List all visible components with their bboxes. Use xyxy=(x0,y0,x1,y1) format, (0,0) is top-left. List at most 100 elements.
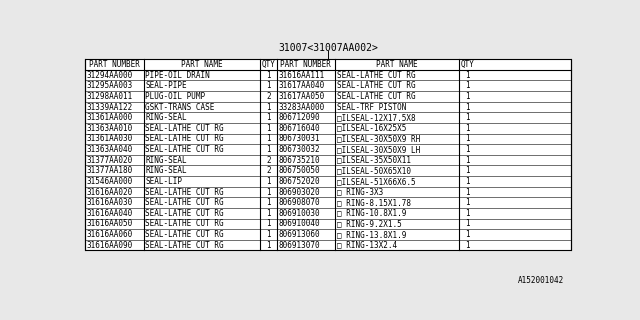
Text: 1: 1 xyxy=(465,134,470,143)
Text: □ RING-9.2X1.5: □ RING-9.2X1.5 xyxy=(337,220,401,228)
Text: SEAL-LATHE CUT RG: SEAL-LATHE CUT RG xyxy=(145,188,224,196)
Text: 806735210: 806735210 xyxy=(278,156,320,164)
Text: □ILSEAL-12X17.5X8: □ILSEAL-12X17.5X8 xyxy=(337,113,415,122)
Text: 31339AA122: 31339AA122 xyxy=(87,102,133,111)
Text: 1: 1 xyxy=(465,124,470,133)
Text: □ILSEAL-16X25X5: □ILSEAL-16X25X5 xyxy=(337,124,406,133)
Text: 806913060: 806913060 xyxy=(278,230,320,239)
Text: 806730032: 806730032 xyxy=(278,145,320,154)
Text: □ RING-8.15X1.78: □ RING-8.15X1.78 xyxy=(337,198,410,207)
Text: 1: 1 xyxy=(266,113,271,122)
Text: QTY: QTY xyxy=(461,60,474,69)
Text: 31361AA000: 31361AA000 xyxy=(87,113,133,122)
Text: SEAL-TRF PISTON: SEAL-TRF PISTON xyxy=(337,102,406,111)
Text: 31616AA060: 31616AA060 xyxy=(87,230,133,239)
Text: 2: 2 xyxy=(266,92,271,101)
Text: 31377AA020: 31377AA020 xyxy=(87,156,133,164)
Text: SEAL-LATHE CUT RG: SEAL-LATHE CUT RG xyxy=(337,71,415,80)
Text: PART NUMBER: PART NUMBER xyxy=(89,60,140,69)
Text: 31007<31007AA002>: 31007<31007AA002> xyxy=(278,43,378,52)
Text: 31546AA000: 31546AA000 xyxy=(87,177,133,186)
Text: □ILSEAL-30X50X9 LH: □ILSEAL-30X50X9 LH xyxy=(337,145,420,154)
Text: □ RING-3X3: □ RING-3X3 xyxy=(337,188,383,196)
Text: 1: 1 xyxy=(465,102,470,111)
Text: SEAL-LATHE CUT RG: SEAL-LATHE CUT RG xyxy=(145,241,224,250)
Text: 806712090: 806712090 xyxy=(278,113,320,122)
Text: 31363AA010: 31363AA010 xyxy=(87,124,133,133)
Text: 1: 1 xyxy=(465,71,470,80)
Text: 1: 1 xyxy=(465,198,470,207)
Text: 806903020: 806903020 xyxy=(278,188,320,196)
Text: SEAL-LIP: SEAL-LIP xyxy=(145,177,182,186)
Text: GSKT-TRANS CASE: GSKT-TRANS CASE xyxy=(145,102,214,111)
Text: 1: 1 xyxy=(266,177,271,186)
Text: 1: 1 xyxy=(266,198,271,207)
Text: SEAL-LATHE CUT RG: SEAL-LATHE CUT RG xyxy=(145,230,224,239)
Text: SEAL-LATHE CUT RG: SEAL-LATHE CUT RG xyxy=(145,220,224,228)
Text: 31377AA180: 31377AA180 xyxy=(87,166,133,175)
Text: 1: 1 xyxy=(465,241,470,250)
Text: 1: 1 xyxy=(465,145,470,154)
Text: 1: 1 xyxy=(266,220,271,228)
Text: 31616AA050: 31616AA050 xyxy=(87,220,133,228)
Text: 806750050: 806750050 xyxy=(278,166,320,175)
Text: 1: 1 xyxy=(465,166,470,175)
Text: □ RING-13X2.4: □ RING-13X2.4 xyxy=(337,241,397,250)
Text: □ILSEAL-35X50X11: □ILSEAL-35X50X11 xyxy=(337,156,410,164)
Text: PART NAME: PART NAME xyxy=(376,60,418,69)
Text: 31616AA111: 31616AA111 xyxy=(278,71,324,80)
Text: 1: 1 xyxy=(465,177,470,186)
Text: 1: 1 xyxy=(266,230,271,239)
Text: SEAL-LATHE CUT RG: SEAL-LATHE CUT RG xyxy=(337,92,415,101)
Text: 31616AA020: 31616AA020 xyxy=(87,188,133,196)
Text: 31363AA040: 31363AA040 xyxy=(87,145,133,154)
Text: 31294AA000: 31294AA000 xyxy=(87,71,133,80)
Text: RING-SEAL: RING-SEAL xyxy=(145,166,187,175)
Text: 1: 1 xyxy=(266,209,271,218)
Text: 1: 1 xyxy=(266,124,271,133)
Text: 2: 2 xyxy=(266,166,271,175)
Text: PIPE-OIL DRAIN: PIPE-OIL DRAIN xyxy=(145,71,210,80)
Text: RING-SEAL: RING-SEAL xyxy=(145,113,187,122)
Text: 1: 1 xyxy=(465,113,470,122)
Text: 1: 1 xyxy=(465,81,470,90)
Text: 1: 1 xyxy=(465,188,470,196)
Text: □ILSEAL-30X50X9 RH: □ILSEAL-30X50X9 RH xyxy=(337,134,420,143)
Text: 1: 1 xyxy=(465,220,470,228)
Text: □ILSEAL-51X66X6.5: □ILSEAL-51X66X6.5 xyxy=(337,177,415,186)
Text: SEAL-LATHE CUT RG: SEAL-LATHE CUT RG xyxy=(145,124,224,133)
Text: PLUG-OIL PUMP: PLUG-OIL PUMP xyxy=(145,92,205,101)
Text: 1: 1 xyxy=(266,71,271,80)
Text: 31295AA003: 31295AA003 xyxy=(87,81,133,90)
Text: PART NUMBER: PART NUMBER xyxy=(280,60,332,69)
Text: 31617AA040: 31617AA040 xyxy=(278,81,324,90)
Bar xyxy=(85,59,571,251)
Text: 31298AA011: 31298AA011 xyxy=(87,92,133,101)
Text: 31616AA030: 31616AA030 xyxy=(87,198,133,207)
Text: 31616AA040: 31616AA040 xyxy=(87,209,133,218)
Text: 31361AA030: 31361AA030 xyxy=(87,134,133,143)
Text: 31616AA090: 31616AA090 xyxy=(87,241,133,250)
Text: 806910040: 806910040 xyxy=(278,220,320,228)
Text: 806752020: 806752020 xyxy=(278,177,320,186)
Text: □ILSEAL-50X65X10: □ILSEAL-50X65X10 xyxy=(337,166,410,175)
Text: 806913070: 806913070 xyxy=(278,241,320,250)
Text: 1: 1 xyxy=(266,81,271,90)
Text: 806910030: 806910030 xyxy=(278,209,320,218)
Text: 1: 1 xyxy=(465,230,470,239)
Text: A152001042: A152001042 xyxy=(518,276,564,284)
Text: 1: 1 xyxy=(266,134,271,143)
Text: PART NAME: PART NAME xyxy=(181,60,223,69)
Text: 1: 1 xyxy=(465,209,470,218)
Text: SEAL-LATHE CUT RG: SEAL-LATHE CUT RG xyxy=(337,81,415,90)
Text: 2: 2 xyxy=(266,156,271,164)
Text: 1: 1 xyxy=(465,156,470,164)
Text: 31617AA050: 31617AA050 xyxy=(278,92,324,101)
Text: SEAL-LATHE CUT RG: SEAL-LATHE CUT RG xyxy=(145,145,224,154)
Text: SEAL-LATHE CUT RG: SEAL-LATHE CUT RG xyxy=(145,198,224,207)
Text: SEAL-LATHE CUT RG: SEAL-LATHE CUT RG xyxy=(145,134,224,143)
Text: 1: 1 xyxy=(465,92,470,101)
Text: 1: 1 xyxy=(266,102,271,111)
Text: RING-SEAL: RING-SEAL xyxy=(145,156,187,164)
Text: 33283AA000: 33283AA000 xyxy=(278,102,324,111)
